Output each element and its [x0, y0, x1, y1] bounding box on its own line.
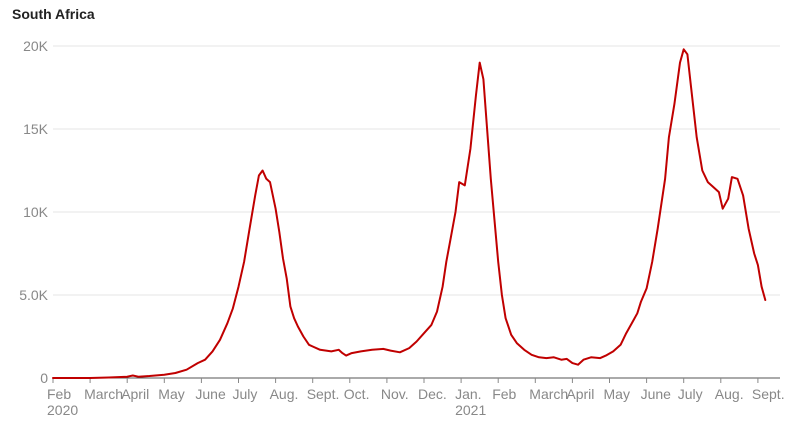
y-tick-label: 20K [23, 38, 49, 54]
x-tick-label: July [678, 386, 703, 402]
x-tick-label: June [641, 386, 672, 402]
x-tick-label: Sept. [752, 386, 785, 402]
x-tick-label: March [529, 386, 568, 402]
x-tick-label: May [158, 386, 184, 402]
x-tick-label: Feb [492, 386, 516, 402]
x-tick-label: Nov. [381, 386, 409, 402]
x-tick-label: Aug. [715, 386, 744, 402]
x-tick-label: Aug. [270, 386, 299, 402]
series-line [52, 48, 767, 379]
y-tick-label: 0 [40, 370, 48, 386]
chart-title: South Africa [12, 6, 95, 22]
x-tick-label: Feb [47, 386, 71, 402]
x-tick-year-label: 2020 [47, 402, 78, 418]
y-tick-label: 5.0K [19, 287, 48, 303]
y-axis-ticks: 0 5.0K 10K 15K 20K [19, 38, 48, 386]
series-lines [52, 48, 767, 379]
gridlines [53, 45, 780, 379]
x-tick-label: April [121, 386, 149, 402]
x-tick-label: Oct. [344, 386, 370, 402]
x-tick-label: March [84, 386, 123, 402]
x-tick-label: Jan. [455, 386, 481, 402]
y-tick-label: 15K [23, 121, 49, 137]
y-tick-label: 10K [23, 204, 49, 220]
x-tick-label: Dec. [418, 386, 447, 402]
x-tick-label: Sept. [307, 386, 340, 402]
x-tick-label: June [195, 386, 226, 402]
x-tick-label: May [604, 386, 630, 402]
x-tick-year-label: 2021 [455, 402, 486, 418]
x-tick-label: April [566, 386, 594, 402]
x-tick-label: July [233, 386, 258, 402]
